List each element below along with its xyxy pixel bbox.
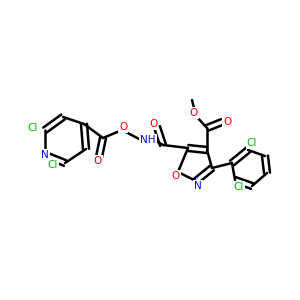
Text: O: O xyxy=(190,108,198,118)
Text: N: N xyxy=(41,150,49,160)
Text: O: O xyxy=(149,119,157,129)
Text: O: O xyxy=(94,156,102,166)
Text: Cl: Cl xyxy=(28,123,38,133)
Text: O: O xyxy=(172,171,180,181)
Text: O: O xyxy=(119,122,127,132)
Text: O: O xyxy=(223,117,231,127)
Text: NH: NH xyxy=(140,135,156,145)
Text: Cl: Cl xyxy=(48,160,58,170)
Text: Cl: Cl xyxy=(234,182,244,192)
Text: Cl: Cl xyxy=(247,138,257,148)
Text: N: N xyxy=(194,181,202,191)
